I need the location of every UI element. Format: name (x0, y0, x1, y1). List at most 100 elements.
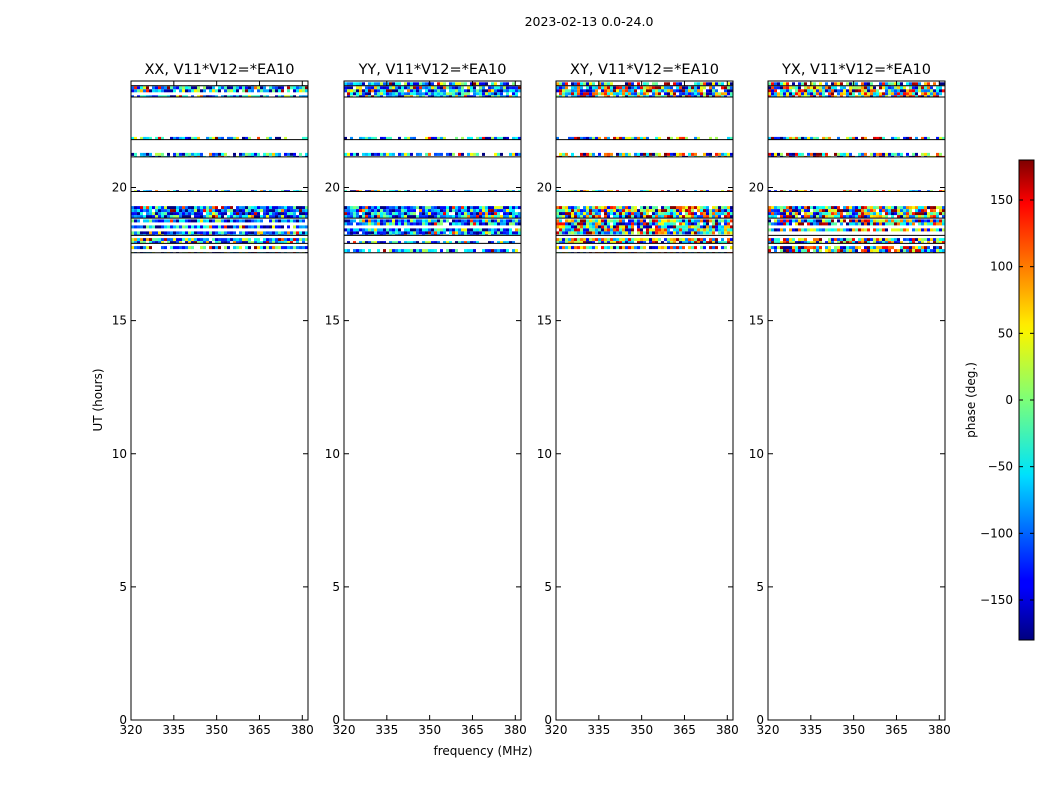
phase-cell (227, 246, 230, 250)
phase-cell (224, 152, 227, 156)
phase-cell (452, 228, 455, 232)
phase-cell (640, 136, 643, 140)
phase-cell (942, 215, 945, 219)
phase-cell (828, 136, 831, 140)
data-band-4 (344, 190, 521, 192)
phase-cell (227, 95, 230, 97)
phase-cell (281, 219, 284, 223)
phase-cell (933, 228, 936, 232)
phase-cell (389, 152, 392, 156)
phase-cell (290, 209, 293, 213)
phase-cell (703, 225, 706, 229)
phase-cell (664, 225, 667, 229)
phase-cell (921, 209, 924, 213)
phase-cell (455, 241, 458, 244)
phase-cell (209, 225, 212, 229)
phase-cell (577, 238, 580, 242)
phase-cell (200, 219, 203, 223)
phase-cell (718, 231, 721, 235)
phase-cell (203, 238, 206, 242)
phase-cell (861, 228, 864, 232)
phase-cell (137, 225, 140, 229)
phase-cell (377, 92, 380, 96)
phase-cell (921, 152, 924, 156)
phase-cell (556, 231, 559, 235)
phase-cell (688, 89, 691, 93)
phase-cell (185, 209, 188, 213)
phase-cell (398, 231, 401, 235)
phase-cell (697, 206, 700, 210)
phase-cell (589, 152, 592, 156)
phase-cell (864, 219, 867, 223)
phase-cell (906, 249, 909, 253)
phase-cell (161, 234, 164, 236)
phase-cell (173, 212, 176, 216)
phase-cell (227, 136, 230, 140)
phase-cell (825, 89, 828, 93)
phase-cell (518, 222, 521, 226)
phase-cell (512, 95, 515, 97)
phase-cell (374, 82, 377, 86)
phase-cell (571, 86, 574, 90)
phase-cell (395, 228, 398, 232)
phase-cell (281, 225, 284, 229)
phase-cell (813, 136, 816, 140)
phase-cell (724, 246, 727, 250)
phase-cell (407, 190, 410, 192)
phase-cell (876, 219, 879, 223)
phase-cell (134, 246, 137, 250)
phase-cell (622, 92, 625, 96)
phase-cell (574, 231, 577, 235)
phase-cell (212, 209, 215, 213)
phase-cell (455, 86, 458, 90)
phase-cell (634, 86, 637, 90)
phase-cell (858, 212, 861, 216)
phase-cell (828, 238, 831, 242)
phase-cell (386, 86, 389, 90)
phase-cell (652, 219, 655, 223)
phase-cell (628, 241, 631, 244)
phase-cell (900, 222, 903, 226)
phase-cell (676, 209, 679, 213)
phase-cell (401, 249, 404, 253)
phase-cell (173, 238, 176, 242)
phase-cell (377, 95, 380, 97)
phase-cell (885, 219, 888, 223)
phase-cell (718, 241, 721, 244)
phase-cell (861, 152, 864, 156)
phase-cell (565, 215, 568, 219)
phase-cell (831, 215, 834, 219)
phase-cell (407, 95, 410, 97)
phase-cell (344, 190, 347, 192)
phase-cell (212, 246, 215, 250)
phase-cell (831, 219, 834, 223)
phase-cell (777, 206, 780, 210)
phase-cell (801, 136, 804, 140)
phase-cell (795, 249, 798, 253)
phase-cell (380, 136, 383, 140)
phase-cell (664, 238, 667, 242)
phase-cell (643, 89, 646, 93)
phase-cell (218, 212, 221, 216)
phase-cell (443, 206, 446, 210)
phase-cell (395, 219, 398, 223)
phase-cell (652, 246, 655, 250)
panel-title: XY, V11*V12=*EA10 (570, 62, 719, 78)
phase-cell (721, 231, 724, 235)
phase-cell (688, 246, 691, 250)
phase-cell (777, 228, 780, 232)
phase-cell (254, 234, 257, 236)
phase-cell (419, 219, 422, 223)
phase-cell (263, 231, 266, 235)
phase-cell (583, 212, 586, 216)
phase-cell (512, 190, 515, 192)
phase-cell (293, 152, 296, 156)
phase-cell (368, 190, 371, 192)
phase-cell (816, 228, 819, 232)
phase-cell (428, 241, 431, 244)
phase-cell (440, 152, 443, 156)
phase-cell (655, 215, 658, 219)
phase-cell (933, 212, 936, 216)
phase-cell (368, 95, 371, 97)
